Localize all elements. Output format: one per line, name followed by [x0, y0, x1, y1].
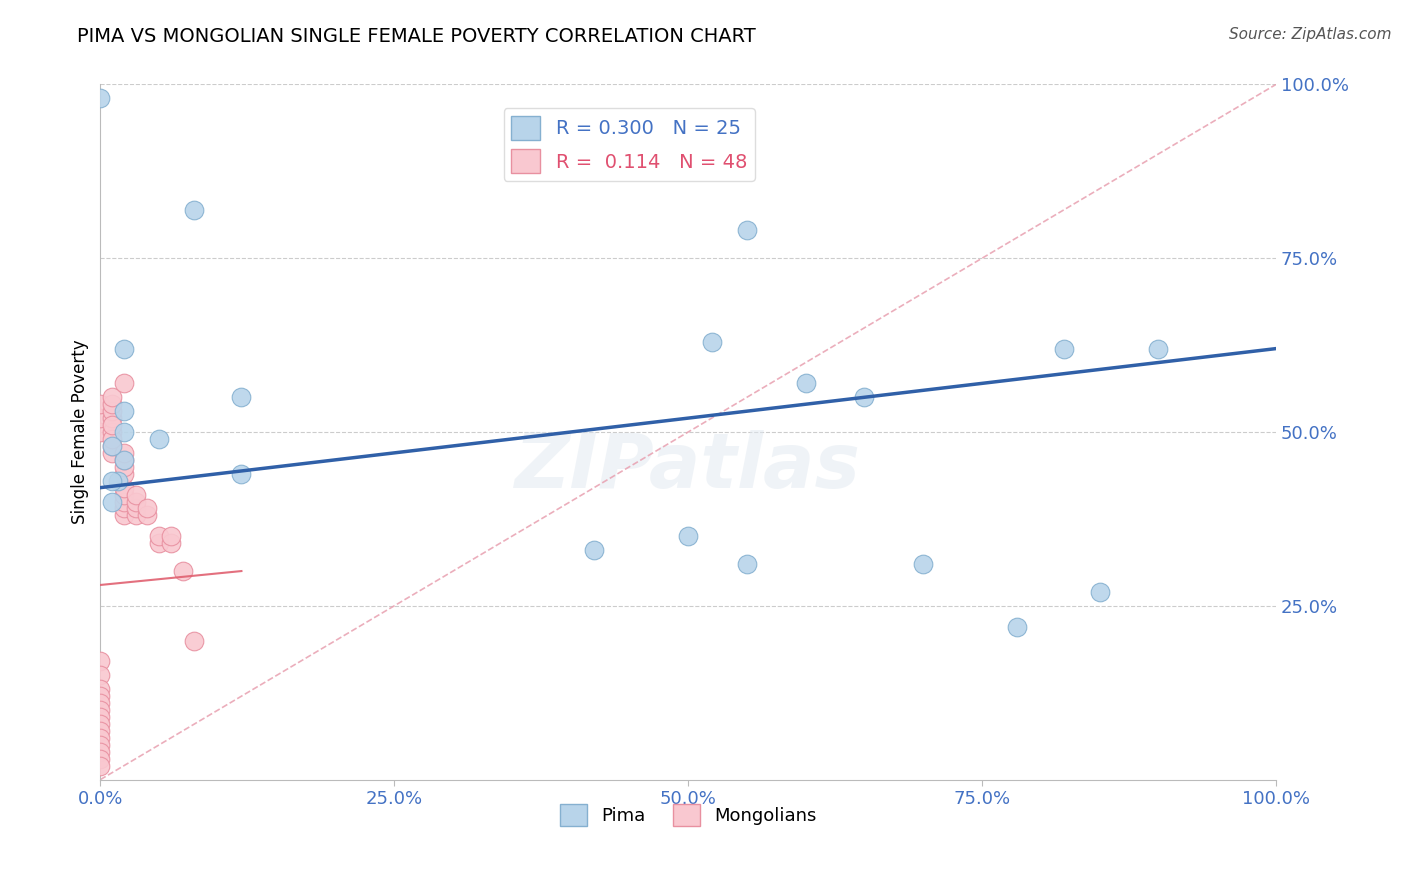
Point — [676, 529, 699, 543]
Point — [107, 474, 129, 488]
Point — [136, 508, 159, 523]
Point — [1053, 342, 1076, 356]
Point — [112, 494, 135, 508]
Point — [112, 342, 135, 356]
Point — [112, 508, 135, 523]
Point — [89, 397, 111, 411]
Point — [1147, 342, 1170, 356]
Point — [101, 494, 124, 508]
Point — [101, 439, 124, 453]
Point — [89, 668, 111, 682]
Point — [700, 334, 723, 349]
Point — [89, 723, 111, 738]
Point — [112, 453, 135, 467]
Legend: Pima, Mongolians: Pima, Mongolians — [553, 797, 824, 833]
Point — [101, 446, 124, 460]
Point — [124, 487, 146, 501]
Point — [101, 418, 124, 433]
Point — [172, 564, 194, 578]
Point — [89, 745, 111, 759]
Point — [112, 376, 135, 391]
Text: Source: ZipAtlas.com: Source: ZipAtlas.com — [1229, 27, 1392, 42]
Point — [160, 536, 183, 550]
Point — [101, 474, 124, 488]
Point — [112, 425, 135, 439]
Point — [1007, 620, 1029, 634]
Point — [136, 501, 159, 516]
Point — [231, 467, 253, 481]
Text: PIMA VS MONGOLIAN SINGLE FEMALE POVERTY CORRELATION CHART: PIMA VS MONGOLIAN SINGLE FEMALE POVERTY … — [77, 27, 756, 45]
Point — [124, 501, 146, 516]
Point — [101, 397, 124, 411]
Point — [89, 717, 111, 731]
Point — [101, 425, 124, 439]
Point — [148, 529, 170, 543]
Point — [89, 738, 111, 752]
Point — [89, 425, 111, 439]
Point — [89, 758, 111, 772]
Point — [89, 655, 111, 669]
Point — [124, 508, 146, 523]
Point — [148, 536, 170, 550]
Point — [112, 459, 135, 474]
Point — [101, 411, 124, 425]
Point — [583, 543, 606, 558]
Point — [89, 752, 111, 766]
Point — [101, 439, 124, 453]
Point — [735, 557, 758, 571]
Point — [231, 390, 253, 404]
Point — [124, 494, 146, 508]
Point — [160, 529, 183, 543]
Text: ZIPatlas: ZIPatlas — [515, 430, 860, 504]
Point — [101, 432, 124, 446]
Point — [101, 390, 124, 404]
Point — [89, 696, 111, 710]
Point — [1088, 585, 1111, 599]
Point — [112, 487, 135, 501]
Point — [101, 404, 124, 418]
Point — [735, 223, 758, 237]
Point — [794, 376, 817, 391]
Point — [112, 481, 135, 495]
Point — [112, 467, 135, 481]
Y-axis label: Single Female Poverty: Single Female Poverty — [72, 340, 89, 524]
Point — [112, 453, 135, 467]
Point — [89, 91, 111, 105]
Point — [912, 557, 935, 571]
Point — [112, 404, 135, 418]
Point — [112, 501, 135, 516]
Point — [89, 682, 111, 697]
Point — [853, 390, 876, 404]
Point — [89, 689, 111, 703]
Point — [183, 202, 205, 217]
Point — [89, 731, 111, 745]
Point — [89, 710, 111, 724]
Point — [183, 633, 205, 648]
Point — [112, 446, 135, 460]
Point — [148, 432, 170, 446]
Point — [89, 411, 111, 425]
Point — [89, 703, 111, 717]
